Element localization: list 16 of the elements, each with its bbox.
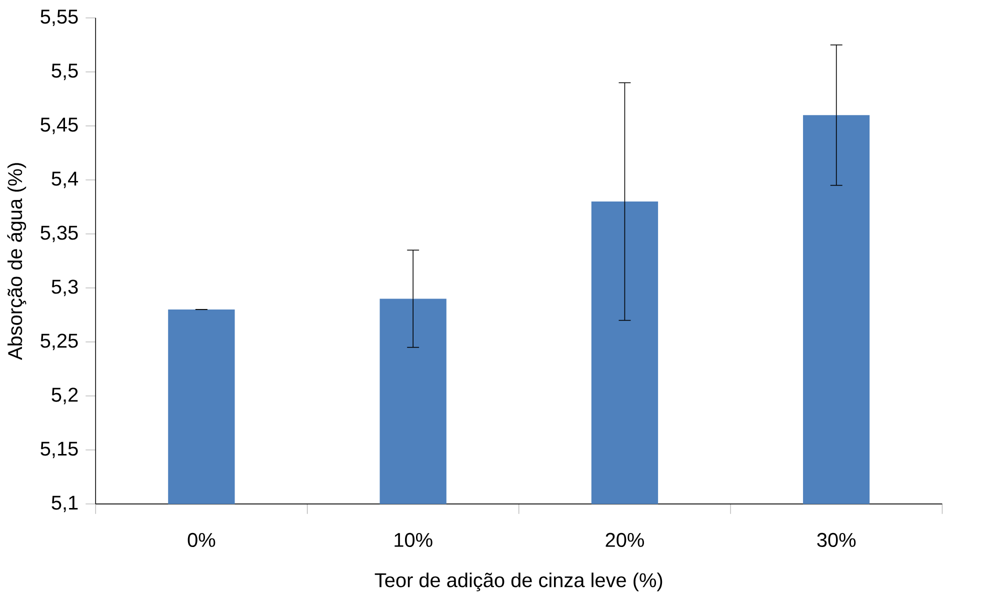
y-tick-label: 5,2 bbox=[52, 388, 78, 404]
y-tick-label: 5,5 bbox=[52, 64, 78, 80]
y-tick-label: 5,1 bbox=[52, 496, 78, 512]
y-tick-label: 5,45 bbox=[40, 118, 78, 134]
y-tick-label: 5,4 bbox=[52, 172, 78, 188]
y-axis-title: Absorção de água (%) bbox=[7, 163, 26, 360]
y-tick-label: 5,25 bbox=[40, 334, 78, 350]
y-tick-label: 5,35 bbox=[40, 226, 78, 242]
x-tick-label: 20% bbox=[606, 533, 644, 548]
x-tick-label: 30% bbox=[817, 533, 856, 548]
x-tick-label: 0% bbox=[188, 533, 216, 548]
y-tick-label: 5,15 bbox=[40, 442, 78, 458]
x-tick-label: 10% bbox=[394, 533, 432, 548]
y-tick-label: 5,55 bbox=[40, 10, 78, 26]
y-tick-label: 5,3 bbox=[52, 280, 78, 296]
x-axis-title: Teor de adição de cinza leve (%) bbox=[374, 572, 662, 592]
